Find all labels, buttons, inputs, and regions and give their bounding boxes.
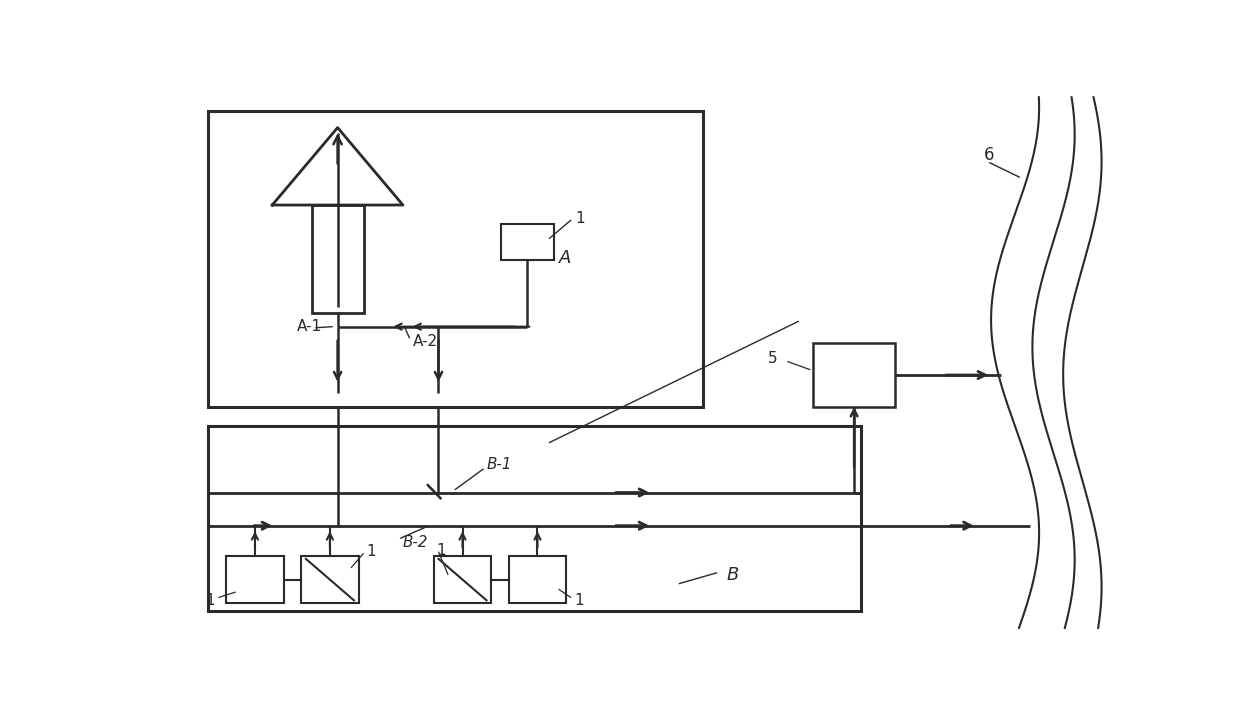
Text: 1: 1 <box>574 593 584 608</box>
Text: A: A <box>558 248 570 266</box>
Text: A-1: A-1 <box>298 320 322 334</box>
Bar <box>208 111 703 407</box>
Text: 1: 1 <box>436 543 446 558</box>
Text: B-1: B-1 <box>486 457 512 472</box>
Text: 1: 1 <box>367 544 376 559</box>
Text: B: B <box>727 567 739 584</box>
Bar <box>813 343 895 407</box>
Bar <box>501 224 554 261</box>
Bar <box>508 556 567 603</box>
Text: 1: 1 <box>205 593 215 608</box>
Bar <box>226 556 284 603</box>
Text: A-2: A-2 <box>413 334 438 349</box>
Text: 6: 6 <box>983 146 994 164</box>
Bar <box>434 556 491 603</box>
Text: B-2: B-2 <box>403 535 429 550</box>
Text: 5: 5 <box>768 350 777 365</box>
Bar <box>311 205 363 313</box>
Text: 1: 1 <box>575 211 584 226</box>
Bar <box>301 556 358 603</box>
Bar <box>208 426 862 612</box>
